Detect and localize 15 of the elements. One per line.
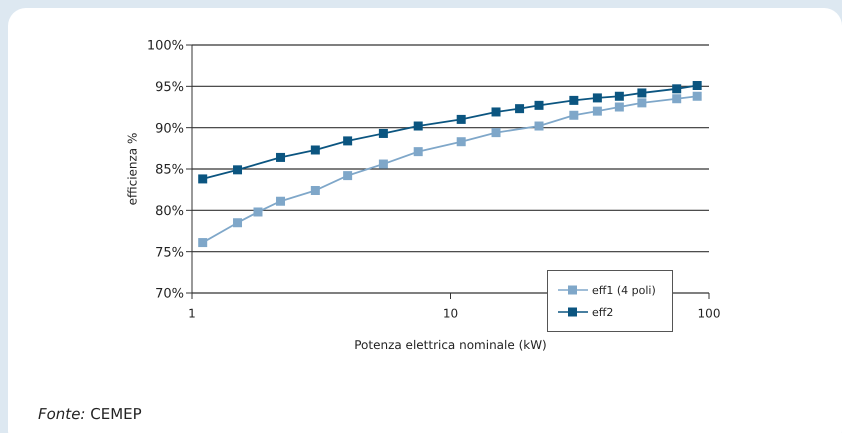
y-tick-label: 95%: [155, 80, 184, 95]
y-tick-label: 70%: [155, 286, 184, 302]
y-tick-label: 75%: [155, 245, 184, 260]
legend-label: eff2: [592, 306, 614, 318]
y-axis-title: efficienza %: [125, 132, 140, 206]
y-tick-label: 85%: [155, 162, 184, 178]
x-tick-label: 100: [698, 306, 720, 321]
y-tick-label: 80%: [155, 204, 184, 219]
y-tick-label: 100%: [146, 38, 184, 54]
y-tick-label: 90%: [155, 121, 184, 136]
x-axis-title: Potenza elettrica nominale (kW): [354, 338, 547, 352]
x-tick-label: 1: [188, 306, 196, 321]
x-tick-label: 10: [442, 306, 458, 321]
source-note: Fonte: CEMEP: [38, 405, 142, 423]
legend-label: eff1 (4 poli): [592, 284, 656, 296]
